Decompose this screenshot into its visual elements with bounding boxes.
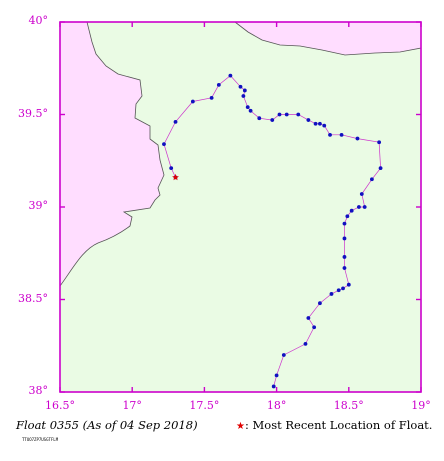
- float-position-point: [284, 112, 289, 117]
- float-position-point: [342, 266, 347, 270]
- latest-location-star: [172, 173, 179, 181]
- float-position-point: [312, 325, 317, 330]
- float-position-point: [306, 316, 311, 320]
- float-position-point: [274, 373, 279, 378]
- legend-text: : Most Recent Location of Float.: [244, 418, 433, 432]
- x-tick-label: 16.5°: [45, 399, 75, 412]
- float-position-point: [169, 166, 174, 171]
- float-position-point: [238, 84, 243, 89]
- float-position-point: [377, 140, 382, 145]
- x-tick-label: 19°: [411, 399, 431, 412]
- tick-marks: [59, 21, 422, 393]
- float-position-point: [346, 282, 351, 287]
- float-position-point: [342, 255, 347, 259]
- float-position-point: [257, 116, 262, 121]
- x-tick-label: 17.5°: [189, 399, 220, 412]
- float-position-point: [342, 236, 347, 241]
- float-position-point: [336, 288, 341, 293]
- source-stamp: TTUO7ZP7USGTFLM: [22, 437, 59, 442]
- float-position-point: [345, 214, 350, 219]
- legend: ★: Most Recent Location of Float.: [236, 418, 432, 432]
- x-tick-label: 17°: [122, 399, 142, 412]
- float-position-point: [357, 205, 361, 209]
- float-position-point: [306, 118, 311, 122]
- float-position-point: [228, 73, 233, 78]
- float-position-point: [341, 286, 345, 291]
- float-track: [162, 73, 383, 389]
- y-tick-label: 39.5°: [18, 106, 48, 120]
- land-calabria: [59, 21, 165, 288]
- float-position-point: [355, 136, 360, 141]
- float-position-point: [216, 83, 221, 87]
- float-position-point: [359, 192, 364, 196]
- land-areas: [59, 21, 422, 288]
- float-position-point: [242, 88, 247, 93]
- y-tick-label: 38°: [28, 384, 49, 397]
- float-position-point: [313, 121, 318, 126]
- float-position-point: [270, 118, 275, 122]
- y-tick-label: 39°: [28, 199, 49, 212]
- y-tick-label: 38.5°: [18, 291, 48, 305]
- float-position-point: [370, 177, 374, 182]
- float-position-point: [281, 353, 286, 357]
- float-position-point: [342, 221, 347, 226]
- float-position-point: [241, 94, 246, 98]
- float-position-point: [318, 301, 322, 306]
- float-position-point: [271, 384, 276, 389]
- float-position-point: [303, 342, 308, 346]
- float-position-point: [209, 95, 214, 100]
- float-position-point: [328, 132, 332, 137]
- float-position-point: [339, 132, 344, 137]
- float-position-point: [362, 205, 367, 209]
- float-position-point: [277, 112, 282, 117]
- map-caption: Float 0355 (As of 04 Sep 2018): [16, 418, 198, 432]
- y-tick-label: 40°: [28, 14, 49, 27]
- float-position-point: [245, 105, 250, 109]
- float-position-point: [349, 208, 354, 213]
- float-position-point: [329, 292, 334, 296]
- float-position-point: [322, 123, 327, 128]
- float-position-point: [378, 166, 383, 171]
- x-tick-label: 18°: [266, 399, 287, 412]
- float-position-point: [173, 120, 178, 124]
- x-tick-label: 18.5°: [333, 399, 364, 412]
- float-position-point: [318, 121, 322, 126]
- float-position-point: [296, 112, 301, 117]
- float-position-point: [248, 108, 253, 113]
- float-position-point: [190, 99, 195, 104]
- latest-location-star-icon: ★: [236, 421, 245, 432]
- float-position-point: [162, 142, 166, 147]
